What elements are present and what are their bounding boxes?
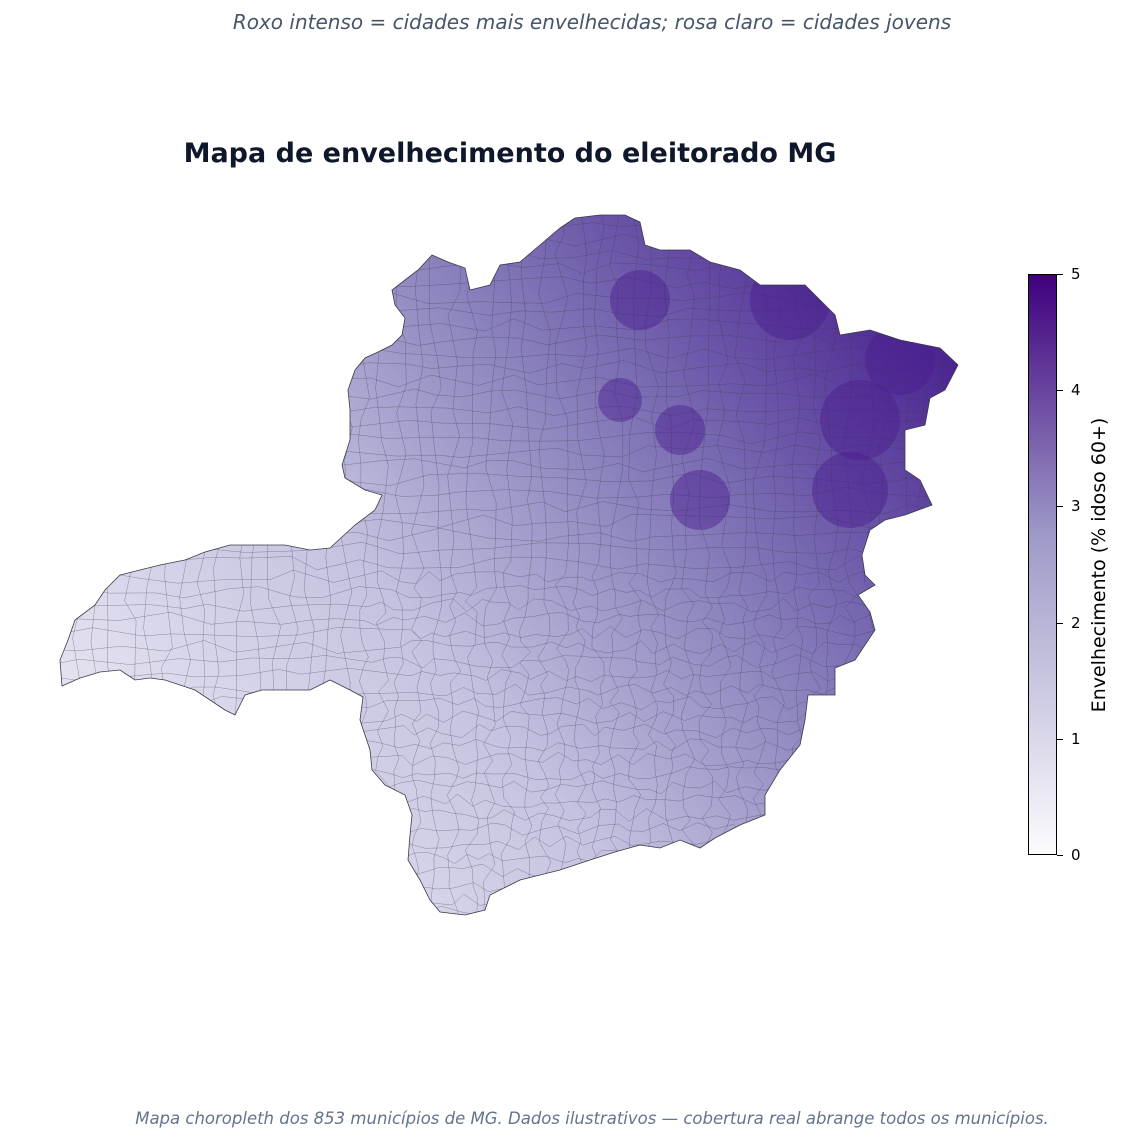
colorbar-tick-label: 1 xyxy=(1071,729,1081,748)
colorbar-tick-label: 0 xyxy=(1071,846,1081,864)
colorbar-tick-mark xyxy=(1057,622,1063,624)
colorbar-tick-mark xyxy=(1057,274,1063,275)
map-title: Mapa de envelhecimento do eleitorado MG xyxy=(183,138,837,169)
colorbar-tick-mark xyxy=(1057,390,1063,392)
colorbar xyxy=(1028,274,1057,855)
colorbar-label: Envelhecimento (% idoso 60+) xyxy=(1088,417,1110,713)
colorbar-tick-label: 5 xyxy=(1071,265,1081,283)
state-outline xyxy=(59,214,959,916)
colorbar-tick-label: 2 xyxy=(1071,613,1081,632)
map-subtitle: Roxo intenso = cidades mais envelhecidas… xyxy=(232,10,952,34)
map-fill xyxy=(60,215,958,915)
colorbar-tick-mark xyxy=(1057,738,1063,740)
colorbar-tick-mark xyxy=(1057,855,1063,856)
map-footer-note: Mapa choropleth dos 853 municípios de MG… xyxy=(135,1109,1049,1128)
colorbar-tick-label: 3 xyxy=(1071,497,1081,516)
colorbar-tick-label: 4 xyxy=(1071,381,1081,400)
colorbar-tick-mark xyxy=(1057,506,1063,508)
